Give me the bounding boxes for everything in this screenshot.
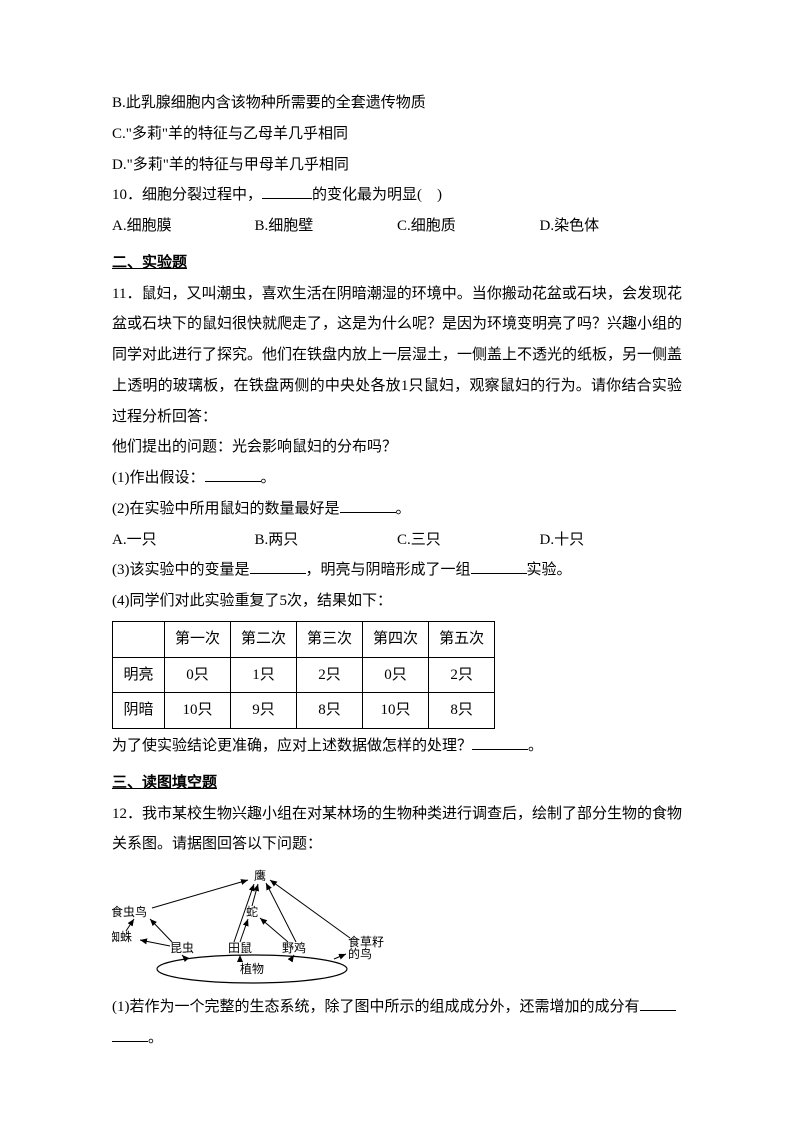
q11-s5-blank: [472, 735, 528, 750]
table-row: 明亮 0只 1只 2只 0只 2只: [113, 657, 495, 693]
q12-s1a: (1)若作为一个完整的生态系统，除了图中所示的组成成分外，还需增加的成分有: [112, 999, 640, 1015]
q10-stem: 10．细胞分裂过程中， 的变化最为明显( ): [112, 180, 682, 211]
table-cell: 1只: [231, 657, 297, 693]
q11-paragraph: 11．鼠妇，又叫潮虫，喜欢生活在阴暗潮湿的环境中。当你搬动花盆或石块，会发现花盆…: [112, 279, 682, 433]
q11-question: 他们提出的问题：光会影响鼠妇的分布吗？: [112, 432, 682, 463]
node-mouse: 田鼠: [228, 941, 252, 955]
q12-sub1-tail: 。: [112, 1023, 682, 1054]
q11-s5b: 。: [528, 738, 543, 754]
q11-table: 第一次 第二次 第三次 第四次 第五次 明亮 0只 1只 2只 0只 2只 阴暗…: [112, 621, 495, 729]
table-cell: 9只: [231, 693, 297, 729]
q11-s1a: (1)作出假设：: [112, 470, 205, 486]
table-cell: 2只: [429, 657, 495, 693]
q10-options: A.细胞膜 B.细胞壁 C.细胞质 D.染色体: [112, 211, 682, 242]
table-cell: 0只: [363, 657, 429, 693]
node-seedbird2: 的鸟: [348, 946, 372, 961]
node-chicken: 野鸡: [282, 940, 306, 955]
table-cell: 10只: [363, 693, 429, 729]
q-prev-option-c: C."多莉"羊的特征与乙母羊几乎相同: [112, 119, 682, 150]
q11-option-d: D.十只: [540, 525, 683, 556]
q11-s3-blank2: [471, 559, 527, 574]
node-plant: 植物: [240, 961, 264, 976]
q11-options: A.一只 B.两只 C.三只 D.十只: [112, 525, 682, 556]
table-cell: 第一次: [165, 621, 231, 657]
q11-s2a: (2)在实验中所用鼠妇的数量最好是: [112, 501, 340, 517]
q10-option-d: D.染色体: [540, 211, 683, 242]
q10-stem-a: 10．细胞分裂过程中，: [112, 187, 262, 203]
q11-s3a: (3)该实验中的变量是: [112, 562, 250, 578]
q10-stem-b: 的变化最为明显( ): [312, 187, 442, 203]
q11-option-c: C.三只: [397, 525, 540, 556]
q10-option-c: C.细胞质: [397, 211, 540, 242]
table-cell: 2只: [297, 657, 363, 693]
q11-sub3: (3)该实验中的变量是 ，明亮与阴暗形成了一组 实验。: [112, 555, 682, 586]
q10-option-a: A.细胞膜: [112, 211, 255, 242]
node-spider: 蜘蛛: [112, 929, 132, 944]
table-cell: 0只: [165, 657, 231, 693]
q10-blank: [262, 184, 312, 199]
q11-s2b: 。: [396, 501, 411, 517]
table-cell: 明亮: [113, 657, 165, 693]
q12-food-web-diagram: 植物 鹰 食虫鸟 蛇 蜘蛛 昆虫 田鼠 野鸡 食草籽 的鸟: [112, 866, 412, 986]
q11-sub1: (1)作出假设： 。: [112, 463, 682, 494]
q11-s3-blank1: [250, 559, 306, 574]
table-cell: 第四次: [363, 621, 429, 657]
table-cell: 8只: [297, 693, 363, 729]
q11-sub4: (4)同学们对此实验重复了5次，结果如下：: [112, 586, 682, 617]
table-cell: [113, 621, 165, 657]
q11-s1b: 。: [261, 470, 276, 486]
section-3-title: 三、读图填空题: [112, 768, 682, 799]
q11-s2-blank: [340, 498, 396, 513]
q11-s3b: ，明亮与阴暗形成了一组: [306, 562, 471, 578]
q11-s5a: 为了使实验结论更准确，应对上述数据做怎样的处理？: [112, 738, 472, 754]
q11-sub5: 为了使实验结论更准确，应对上述数据做怎样的处理？ 。: [112, 731, 682, 762]
table-cell: 第三次: [297, 621, 363, 657]
q11-sub2: (2)在实验中所用鼠妇的数量最好是 。: [112, 494, 682, 525]
node-snake: 蛇: [246, 904, 258, 919]
table-cell: 第五次: [429, 621, 495, 657]
q11-s3c: 实验。: [527, 562, 572, 578]
q-prev-option-b: B.此乳腺细胞内含该物种所需要的全套遗传物质: [112, 88, 682, 119]
q12-s1b: 。: [148, 1030, 163, 1046]
table-row: 第一次 第二次 第三次 第四次 第五次: [113, 621, 495, 657]
node-insectbird: 食虫鸟: [112, 904, 147, 919]
table-row: 阴暗 10只 9只 8只 10只 8只: [113, 693, 495, 729]
q11-option-a: A.一只: [112, 525, 255, 556]
q11-s1-blank: [205, 467, 261, 482]
q10-option-b: B.细胞壁: [255, 211, 398, 242]
node-insect: 昆虫: [170, 941, 194, 955]
table-cell: 10只: [165, 693, 231, 729]
table-cell: 8只: [429, 693, 495, 729]
table-cell: 第二次: [231, 621, 297, 657]
table-cell: 阴暗: [113, 693, 165, 729]
section-2-title: 二、实验题: [112, 248, 682, 279]
q-prev-option-d: D."多莉"羊的特征与甲母羊几乎相同: [112, 150, 682, 181]
q12-paragraph: 12．我市某校生物兴趣小组在对某林场的生物种类进行调查后，绘制了部分生物的食物关…: [112, 799, 682, 861]
q11-option-b: B.两只: [255, 525, 398, 556]
q12-s1-blank2: [112, 1027, 148, 1042]
q12-s1-blank: [640, 996, 676, 1011]
node-eagle: 鹰: [254, 868, 266, 883]
q12-sub1: (1)若作为一个完整的生态系统，除了图中所示的组成成分外，还需增加的成分有: [112, 992, 682, 1023]
